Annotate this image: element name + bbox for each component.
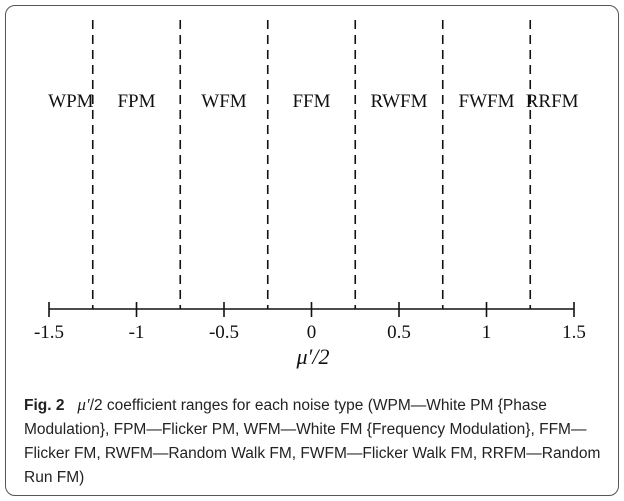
region-labels: WPM FPM WFM FFM RWFM FWFM RRFM [48,91,578,112]
noise-range-diagram: WPM FPM WFM FFM RWFM FWFM RRFM -1.5 -1 -0.5 0 0.5 1… [34,20,586,369]
region-label-ffm: FFM [292,91,330,112]
axis-tick-label: 1 [482,322,492,343]
axis-ticks [48,302,575,317]
region-label-wfm: WFM [201,91,247,112]
axis-title: μ′/2 [296,344,330,369]
region-label-rwfm: RWFM [370,91,427,112]
axis-tick-label: -1.5 [34,322,64,343]
region-label-wpm: WPM [48,91,94,112]
axis-tick-label: 0.5 [387,322,411,343]
caption-symbol: μ′ [77,395,90,414]
axis-tick-label: 0 [307,322,317,343]
axis-tick-label: 1.5 [562,322,586,343]
figure-frame: WPM FPM WFM FFM RWFM FWFM RRFM -1.5 -1 -0.5 0 0.5 1… [5,5,619,496]
caption-figure-label: Fig. 2 [24,397,65,414]
axis-tick-labels: -1.5 -1 -0.5 0 0.5 1 1.5 [34,322,586,343]
region-label-fwfm: FWFM [459,91,515,112]
caption-text: /2 coefficient ranges for each noise typ… [24,397,601,486]
axis-tick-label: -0.5 [209,322,239,343]
region-label-rrfm: RRFM [526,91,579,112]
region-label-fpm: FPM [117,91,155,112]
axis-tick-label: -1 [129,322,145,343]
figure-caption: Fig. 2 μ′/2 coefficient ranges for each … [24,393,614,490]
region-boundaries [91,20,532,309]
